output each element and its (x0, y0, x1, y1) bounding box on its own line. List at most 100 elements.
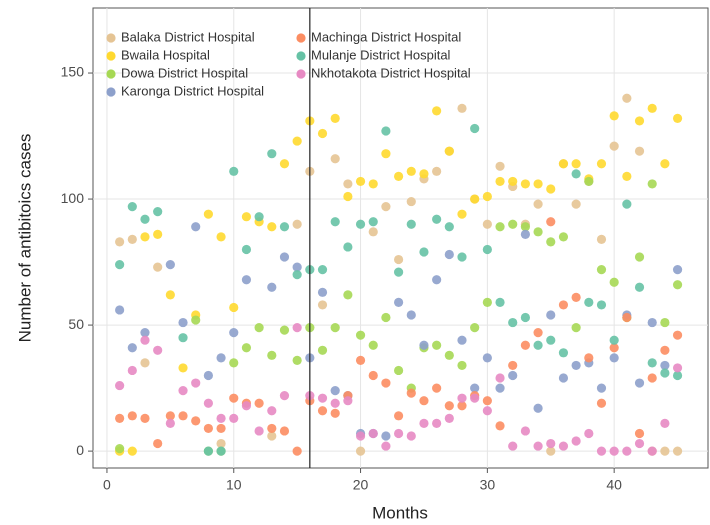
x-tick-label: 10 (226, 477, 242, 493)
point (165, 418, 175, 428)
point (241, 401, 252, 411)
point (647, 373, 657, 383)
point (622, 312, 632, 323)
point (432, 214, 442, 224)
point (419, 418, 429, 428)
point (406, 166, 416, 176)
legend-label: Mulanje District Hospital (311, 47, 451, 62)
legend-label: Karonga District Hospital (121, 83, 264, 98)
point (660, 368, 670, 378)
point (533, 179, 543, 189)
point (672, 265, 683, 275)
point (229, 413, 239, 423)
point (406, 431, 416, 441)
point (267, 423, 277, 434)
point (203, 209, 213, 219)
point (558, 348, 569, 358)
point (229, 358, 239, 368)
point (216, 413, 226, 423)
point (495, 161, 505, 171)
point (178, 411, 188, 421)
point (596, 159, 607, 169)
point (432, 106, 442, 116)
point (292, 262, 302, 272)
point (520, 229, 531, 239)
point (596, 383, 607, 393)
point (546, 310, 556, 320)
point (317, 393, 328, 403)
point (229, 393, 239, 403)
point (393, 171, 404, 181)
legend-label: Balaka District Hospital (121, 29, 255, 44)
point (495, 383, 505, 393)
point (267, 149, 277, 159)
point (546, 237, 556, 247)
point (317, 287, 328, 297)
point (317, 300, 328, 310)
point (457, 335, 467, 345)
point (343, 396, 353, 406)
point (419, 247, 429, 257)
legend-marker (106, 51, 116, 61)
point (546, 438, 556, 449)
point (241, 275, 252, 285)
point (596, 446, 607, 456)
point (482, 406, 492, 416)
point (355, 355, 366, 365)
legend-label: Nkhotakota District Hospital (311, 65, 471, 80)
point (140, 214, 150, 224)
point (470, 123, 480, 134)
point (609, 335, 619, 345)
point (495, 297, 505, 307)
point (596, 234, 607, 244)
point (495, 373, 505, 383)
point (279, 391, 290, 401)
point (292, 446, 302, 456)
point (127, 234, 137, 244)
point (660, 418, 670, 428)
y-tick-label: 150 (61, 64, 85, 80)
point (634, 428, 645, 439)
point (178, 317, 188, 328)
point (596, 398, 607, 408)
point (419, 396, 429, 406)
point (292, 355, 302, 365)
legend-marker (106, 33, 116, 43)
point (470, 393, 480, 403)
point (520, 426, 531, 436)
point (216, 438, 226, 449)
point (191, 416, 201, 426)
point (672, 330, 683, 340)
point (609, 343, 619, 353)
point (317, 406, 328, 416)
point (634, 282, 645, 292)
point (406, 219, 416, 229)
point (672, 370, 683, 381)
point (368, 428, 378, 439)
x-axis-title: Months (372, 503, 428, 522)
point (622, 199, 632, 209)
point (355, 431, 366, 441)
point (127, 202, 137, 212)
point (165, 259, 175, 270)
point (165, 290, 175, 300)
point (457, 252, 467, 262)
point (191, 315, 201, 325)
point (254, 426, 264, 436)
point (229, 328, 239, 338)
legend-label: Machinga District Hospital (311, 29, 461, 44)
point (495, 421, 505, 431)
point (330, 323, 340, 333)
point (533, 227, 543, 237)
point (241, 244, 252, 255)
point (533, 441, 543, 451)
point (115, 413, 125, 423)
point (203, 446, 213, 456)
point (444, 146, 454, 156)
point (178, 333, 188, 343)
point (470, 383, 480, 393)
x-tick-label: 30 (480, 477, 496, 493)
point (406, 196, 416, 207)
point (343, 179, 353, 189)
point (482, 244, 492, 255)
